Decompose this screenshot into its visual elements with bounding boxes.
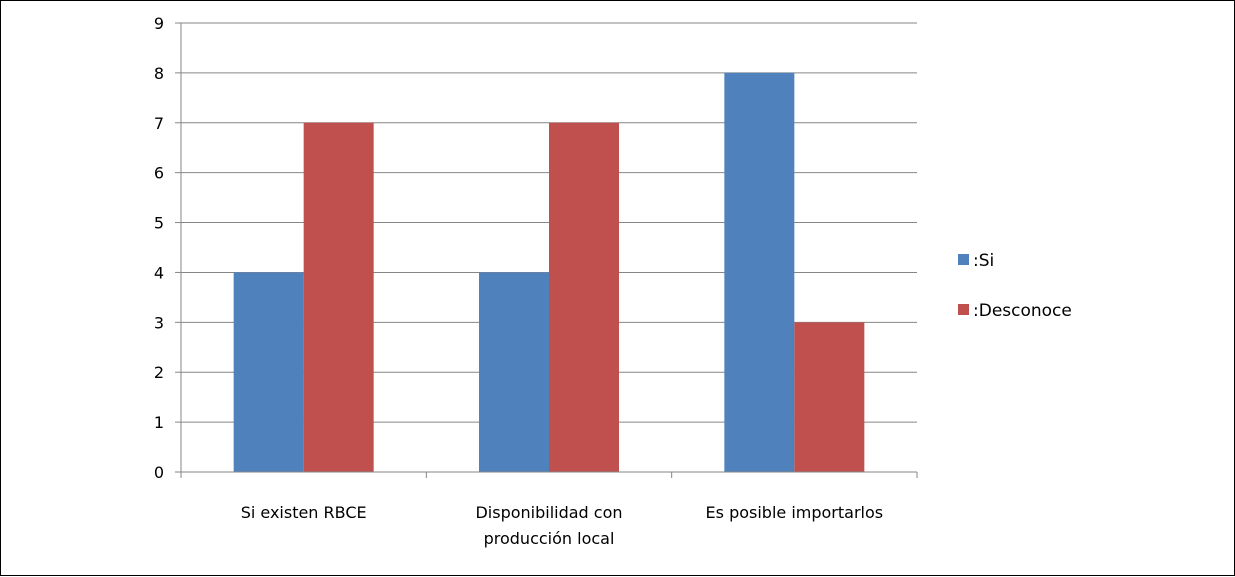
y-tick-label: 1 [154, 413, 164, 432]
bar-si [233, 272, 304, 472]
legend-swatch [958, 304, 969, 315]
y-tick-label: 8 [154, 64, 164, 83]
y-tick-label: 3 [154, 313, 164, 332]
x-category-label: producción local [484, 529, 615, 548]
y-tick-label: 6 [154, 164, 164, 183]
y-tick-label: 5 [154, 214, 164, 233]
x-category-label: Si existen RBCE [241, 503, 367, 522]
legend-label: :Desconoce [973, 301, 1072, 321]
y-tick-label: 4 [154, 263, 164, 282]
x-category-label: Disponibilidad con [475, 503, 622, 522]
legend: :Si :Desconoce [958, 251, 1072, 321]
y-tick-label: 0 [154, 463, 164, 482]
legend-swatch [958, 254, 969, 265]
axes [180, 23, 918, 478]
bar-si [724, 72, 795, 472]
x-axis-categories: Si existen RBCE Disponibilidad con producc… [241, 503, 883, 548]
y-tick-label: 2 [154, 363, 164, 382]
bar-desconoce [303, 122, 374, 473]
bar-desconoce [794, 322, 865, 472]
bar-desconoce [549, 122, 619, 473]
legend-label: :Si [973, 251, 994, 271]
x-category-label: Es posible importarlos [706, 503, 884, 522]
y-tick-label: 7 [154, 114, 164, 133]
y-axis-ticks: 0 1 2 3 4 5 6 7 8 9 [154, 14, 181, 482]
bars [233, 72, 865, 473]
bar-si [479, 272, 549, 472]
y-tick-label: 9 [154, 14, 164, 33]
